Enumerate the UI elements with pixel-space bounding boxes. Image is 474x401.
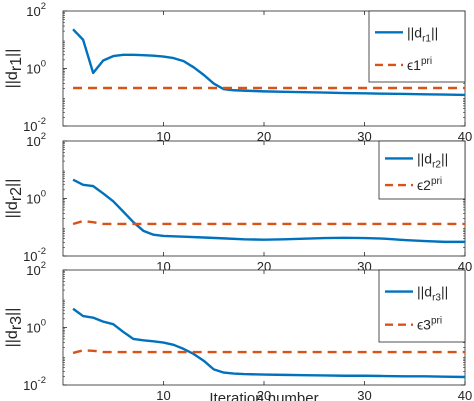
legend-superscript: pri (431, 176, 442, 187)
legend-text: ϵ3 (417, 317, 431, 333)
x-axis-label: Iteration number (209, 390, 318, 401)
x-tick-label: 30 (357, 388, 371, 401)
legend-entry: ||dr3|| (417, 284, 448, 304)
legend-box (378, 269, 466, 343)
legend-entry: ϵ2pri (417, 176, 442, 193)
x-tick-label: 10 (156, 129, 170, 144)
y-axis-label: ||dr2|| (4, 179, 25, 219)
y-tick-exponent: 2 (41, 260, 46, 271)
y-tick-label: 100 (26, 59, 46, 77)
y-tick-exponent: -2 (38, 375, 46, 386)
legend: ||dr2|| ϵ2pri (378, 140, 466, 200)
legend-text: ϵ1 (407, 57, 421, 73)
legend-text: ||d (407, 24, 422, 40)
threshold-line (72, 349, 465, 355)
residual-line (72, 28, 466, 97)
y-tick-base: 10 (26, 62, 40, 77)
y-tick-exponent: -2 (38, 116, 46, 127)
legend-text: ||d (417, 150, 432, 166)
y-label-main: ||d (4, 330, 21, 347)
y-tick-label: 10-2 (23, 116, 46, 134)
legend-text: ||d (417, 284, 432, 300)
residual-line (72, 307, 466, 379)
y-tick-label: 102 (26, 1, 46, 19)
y-label-subscript: r1 (8, 57, 25, 71)
legend-superscript: pri (431, 316, 442, 327)
legend-entry: ϵ3pri (417, 316, 442, 333)
y-tick-exponent: 0 (41, 59, 46, 70)
legend-subscript: r2 (432, 159, 441, 170)
legend-box (378, 140, 466, 200)
legend-entry: ϵ1pri (407, 56, 432, 73)
y-label-end: || (4, 179, 21, 187)
y-tick-exponent: 0 (41, 189, 46, 200)
y-tick-base: 10 (23, 249, 37, 264)
y-tick-label: 102 (26, 131, 46, 149)
y-tick-label: 10-2 (23, 375, 46, 393)
y-tick-base: 10 (23, 119, 37, 134)
legend-entry: ||dr2|| (417, 150, 448, 170)
y-tick-exponent: 2 (41, 1, 46, 12)
y-label-subscript: r2 (8, 187, 25, 201)
y-tick-base: 10 (26, 192, 40, 207)
y-tick-label: 100 (26, 189, 46, 207)
residual-line (72, 178, 465, 244)
y-tick-base: 10 (23, 378, 37, 393)
y-tick-label: 102 (26, 260, 46, 278)
legend: ||dr3|| ϵ3pri (378, 269, 466, 343)
y-tick-base: 10 (26, 321, 40, 336)
x-tick-label: 20 (257, 388, 271, 401)
legend-subscript: r1 (422, 33, 431, 44)
y-tick-exponent: 0 (41, 318, 46, 329)
x-tick-label: 40 (458, 129, 472, 144)
legend-subscript: r3 (432, 293, 441, 304)
x-tick-label: 20 (257, 129, 271, 144)
legend-text-end: || (441, 150, 448, 166)
legend-text: ϵ2 (417, 177, 431, 193)
y-label-end: || (4, 308, 21, 316)
y-tick-label: 10-2 (23, 246, 46, 264)
legend: ||dr1|| ϵ1pri (368, 10, 466, 83)
y-tick-base: 10 (26, 134, 40, 149)
legend-text-end: || (431, 24, 438, 40)
legend-box (368, 10, 466, 83)
y-axis-label: ||dr1|| (4, 49, 25, 89)
y-label-end: || (4, 49, 21, 57)
legend-superscript: pri (421, 56, 432, 67)
x-tick-label: 30 (357, 129, 371, 144)
y-label-main: ||d (4, 201, 21, 218)
y-tick-exponent: -2 (38, 246, 46, 257)
legend-text-end: || (441, 284, 448, 300)
y-axis-label: ||dr3|| (4, 308, 25, 348)
y-tick-exponent: 2 (41, 131, 46, 142)
y-label-main: ||d (4, 71, 21, 88)
y-tick-base: 10 (26, 263, 40, 278)
x-tick-label: 10 (156, 388, 170, 401)
legend-entry: ||dr1|| (407, 24, 438, 44)
y-label-subscript: r3 (8, 316, 25, 330)
x-tick-label: 40 (458, 388, 472, 401)
threshold-line (72, 219, 465, 226)
y-tick-base: 10 (26, 4, 40, 19)
chart-panel-3: 10 20 30 4010-2100102||dr3||||dr3||ϵ3priIte… (4, 260, 472, 401)
y-tick-label: 100 (26, 318, 46, 336)
